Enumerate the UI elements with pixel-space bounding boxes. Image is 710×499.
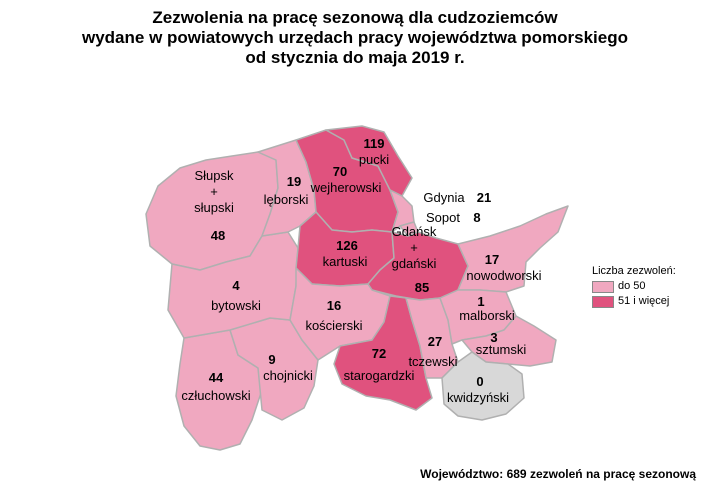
region-name-kartuski: kartuski bbox=[323, 254, 368, 269]
map-title: Zezwolenia na pracę sezonową dla cudzozi… bbox=[0, 8, 710, 68]
region-shapes bbox=[145, 125, 569, 451]
region-value-starogardzki: 72 bbox=[372, 346, 386, 361]
region-value-sztumski: 3 bbox=[490, 330, 497, 345]
region-name-koscierski: kościerski bbox=[305, 318, 362, 333]
legend-swatch-high bbox=[592, 295, 614, 308]
region-name-gdansk-2: gdański bbox=[392, 256, 437, 271]
legend-item-low: do 50 bbox=[592, 279, 676, 294]
region-value-koscierski: 16 bbox=[327, 298, 341, 313]
region-value-wejherowski: 70 bbox=[333, 164, 347, 179]
region-value-gdynia: 21 bbox=[477, 190, 491, 205]
region-value-pucki: 119 bbox=[364, 136, 385, 151]
region-name-wejherowski: wejherowski bbox=[310, 180, 382, 195]
region-value-chojnicki: 9 bbox=[268, 352, 275, 367]
title-line-3: od stycznia do maja 2019 r. bbox=[245, 48, 465, 67]
legend-item-high: 51 i więcej bbox=[592, 294, 676, 309]
region-name-slupsk-2: słupski bbox=[194, 200, 234, 215]
region-name-nowodworski: nowodworski bbox=[466, 268, 541, 283]
region-name-tczewski: tczewski bbox=[408, 354, 457, 369]
region-value-tczewski: 27 bbox=[428, 334, 442, 349]
region-name-sopot: Sopot bbox=[426, 210, 460, 225]
legend-label-low: do 50 bbox=[618, 280, 646, 292]
region-value-gdansk: 85 bbox=[415, 280, 429, 295]
region-name-gdansk-1: + bbox=[410, 240, 418, 255]
region-value-bytowski: 4 bbox=[232, 278, 240, 293]
region-name-starogardzki: starogardzki bbox=[344, 368, 415, 383]
title-line-2: wydane w powiatowych urzędach pracy woje… bbox=[81, 28, 628, 47]
region-name-sztumski: sztumski bbox=[476, 342, 527, 357]
region-name-pucki: pucki bbox=[359, 152, 389, 167]
region-value-czluchowski: 44 bbox=[209, 370, 224, 385]
region-name-chojnicki: chojnicki bbox=[263, 368, 313, 383]
region-value-malborski: 1 bbox=[477, 294, 484, 309]
region-name-leborski: lęborski bbox=[264, 192, 309, 207]
region-shape-sztumski[interactable] bbox=[461, 315, 557, 367]
region-value-kwidzynski: 0 bbox=[476, 374, 483, 389]
region-name-slupsk-1: + bbox=[210, 184, 218, 199]
title-line-1: Zezwolenia na pracę sezonową dla cudzozi… bbox=[152, 8, 558, 27]
region-name-kwidzynski: kwidzyński bbox=[447, 390, 509, 405]
region-value-leborski: 19 bbox=[287, 174, 301, 189]
region-value-kartuski: 126 bbox=[336, 238, 358, 253]
legend-title: Liczba zezwoleń: bbox=[592, 265, 676, 277]
region-value-nowodworski: 17 bbox=[485, 252, 499, 267]
region-shape-kwidzynski[interactable] bbox=[441, 351, 525, 421]
region-name-czluchowski: człuchowski bbox=[181, 388, 250, 403]
region-value-slupsk: 48 bbox=[211, 228, 225, 243]
legend-swatch-low bbox=[592, 280, 614, 293]
region-name-malborski: malborski bbox=[459, 308, 515, 323]
region-name-slupsk-0: Słupsk bbox=[194, 168, 234, 183]
legend: Liczba zezwoleń: do 50 51 i więcej bbox=[592, 264, 676, 309]
legend-label-high: 51 i więcej bbox=[618, 295, 670, 307]
region-name-gdansk-0: Gdańsk bbox=[392, 224, 437, 239]
region-value-sopot: 8 bbox=[473, 210, 480, 225]
region-name-bytowski: bytowski bbox=[211, 298, 261, 313]
footer-total: Województwo: 689 zezwoleń na pracę sezon… bbox=[420, 467, 696, 481]
region-name-gdynia: Gdynia bbox=[423, 190, 465, 205]
